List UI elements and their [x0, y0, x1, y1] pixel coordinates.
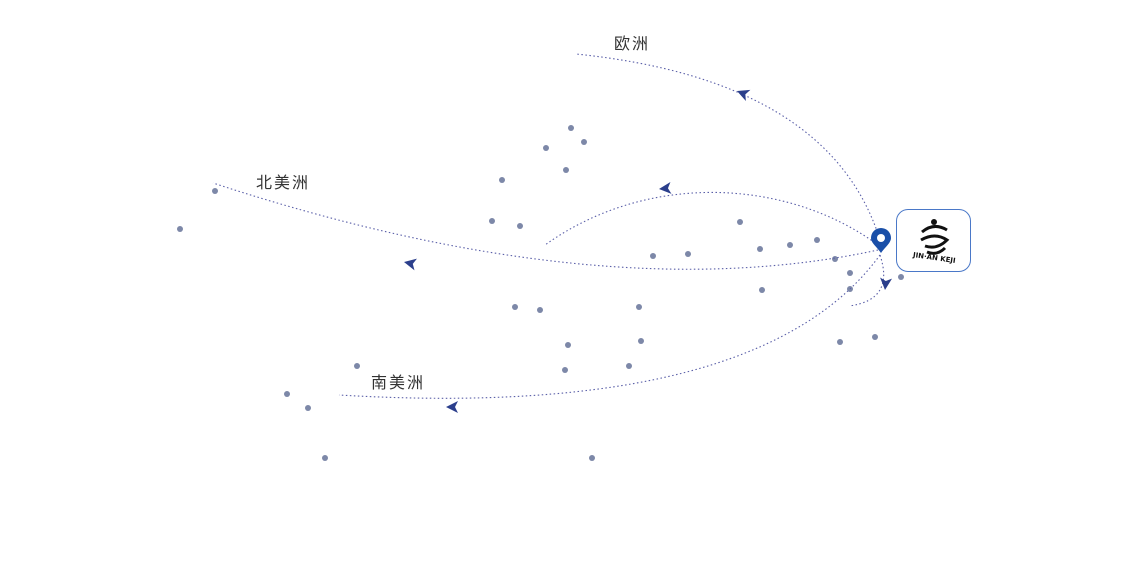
city-dot — [489, 218, 495, 224]
route-short — [848, 254, 885, 307]
city-dot — [685, 251, 691, 257]
label-south-america: 南美洲 — [371, 373, 425, 392]
city-dot — [177, 226, 183, 232]
svg-text:JIN·AN KEJI: JIN·AN KEJI — [912, 251, 957, 265]
city-dot — [847, 270, 853, 276]
city-dot — [814, 237, 820, 243]
arrow-europe — [737, 89, 751, 102]
city-dot — [563, 167, 569, 173]
city-dot — [322, 455, 328, 461]
city-dot — [638, 338, 644, 344]
city-dot — [517, 223, 523, 229]
arrow-north-america — [404, 258, 417, 271]
location-pin-icon — [871, 228, 891, 253]
city-dot — [589, 455, 595, 461]
city-dot — [626, 363, 632, 369]
city-dot — [898, 274, 904, 280]
logo-icon: JIN·AN KEJI — [912, 219, 957, 265]
city-dot — [757, 246, 763, 252]
company-logo: JIN·AN KEJI — [896, 209, 971, 272]
city-dot — [543, 145, 549, 151]
city-dot — [499, 177, 505, 183]
city-dot — [305, 405, 311, 411]
route-middle — [544, 191, 879, 246]
route-europe — [575, 53, 881, 241]
city-dot — [562, 367, 568, 373]
city-dot — [284, 391, 290, 397]
city-dot — [512, 304, 518, 310]
city-dot — [537, 307, 543, 313]
route-north-america — [212, 182, 879, 270]
arrow-short — [880, 277, 893, 290]
label-north-america: 北美洲 — [256, 173, 310, 192]
city-dot — [636, 304, 642, 310]
label-europe: 欧洲 — [614, 34, 650, 53]
arrow-south-america — [446, 401, 458, 413]
city-dot — [568, 125, 574, 131]
city-dot — [354, 363, 360, 369]
city-dot — [787, 242, 793, 248]
city-dot — [759, 287, 765, 293]
city-dot — [565, 342, 571, 348]
city-dot — [872, 334, 878, 340]
city-dot — [212, 188, 218, 194]
city-dot — [837, 339, 843, 345]
city-dot — [737, 219, 743, 225]
city-dots — [177, 125, 904, 461]
city-dot — [832, 256, 838, 262]
city-dot — [650, 253, 656, 259]
route-south-america — [338, 254, 881, 399]
arrow-middle — [659, 181, 672, 194]
city-dot — [581, 139, 587, 145]
